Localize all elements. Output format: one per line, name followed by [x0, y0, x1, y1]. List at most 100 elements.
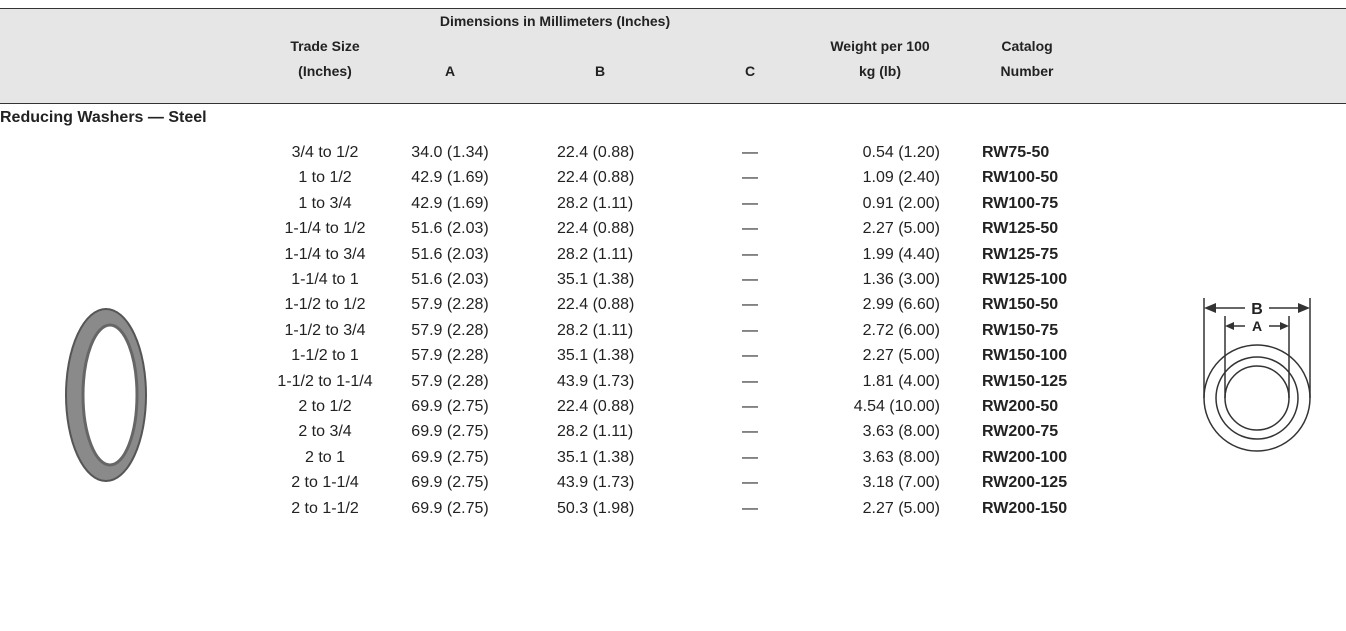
- table-cell: RW200-75: [982, 423, 1059, 441]
- table-cell: 35.1 (1.38): [557, 271, 635, 288]
- table-cell: 22.4 (0.88): [557, 296, 635, 314]
- table-cell: RW100-50: [982, 169, 1059, 187]
- table-cell: 3.63 (8.00): [862, 448, 940, 466]
- washer-diagram: B A: [1203, 298, 1311, 452]
- table-cell: 43.9 (1.73): [557, 372, 635, 390]
- table-cell: —: [742, 296, 758, 314]
- table-cell: —: [742, 499, 758, 517]
- table-cell: RW200-125: [982, 474, 1068, 492]
- header-cell: C: [744, 63, 756, 79]
- header-band: [0, 8, 1346, 104]
- table-cell: 2 to 1: [304, 448, 346, 466]
- table-cell: —: [742, 474, 758, 492]
- table-cell: 3.63 (8.00): [862, 423, 940, 441]
- header-cell: kg (lb): [859, 63, 901, 79]
- table-cell: —: [742, 372, 758, 390]
- table-cell: 22.4 (0.88): [557, 220, 635, 238]
- table-cell: RW150-50: [982, 296, 1059, 314]
- table-cell: —: [742, 321, 758, 339]
- table-cell: 1-1/4 to 3/4: [284, 245, 366, 263]
- table-cell: —: [742, 271, 758, 288]
- table-cell: RW200-100: [982, 448, 1068, 466]
- table-cell: 2 to 1-1/4: [291, 474, 359, 492]
- table-cell: 2 to 3/4: [298, 423, 352, 441]
- table-cell: 1.99 (4.40): [862, 245, 940, 263]
- table-cell: —: [742, 448, 758, 466]
- table-cell: 57.9 (2.28): [411, 347, 489, 365]
- table-cell: 1.81 (4.00): [862, 372, 940, 390]
- table-cell: 51.6 (2.03): [411, 271, 489, 288]
- header-cell: Number: [1000, 63, 1054, 79]
- table-cell: RW100-75: [982, 194, 1059, 212]
- table-cell: RW125-50: [982, 220, 1059, 238]
- header-cell: Trade Size: [290, 38, 360, 54]
- table-cell: —: [742, 423, 758, 441]
- table-cell: 35.1 (1.38): [557, 448, 635, 466]
- table-cell: 22.4 (0.88): [557, 169, 635, 187]
- table-cell: RW125-75: [982, 245, 1059, 263]
- table-cell: 2.27 (5.00): [862, 347, 940, 365]
- table-cell: 69.9 (2.75): [411, 398, 489, 415]
- table-cell: 51.6 (2.03): [411, 220, 489, 238]
- header-cell: (Inches): [298, 63, 352, 79]
- table-cell: —: [742, 144, 758, 161]
- table-cell: 2.27 (5.00): [862, 220, 940, 238]
- table-cell: —: [742, 169, 758, 187]
- table-cell: 28.2 (1.11): [557, 194, 634, 212]
- table-cell: 51.6 (2.03): [411, 245, 489, 263]
- table-cell: RW150-75: [982, 321, 1059, 339]
- header-cell: B: [594, 63, 606, 79]
- section-title: Reducing Washers — Steel: [0, 109, 207, 126]
- table-cell: RW200-150: [982, 499, 1068, 517]
- table-cell: 35.1 (1.38): [557, 347, 635, 365]
- table-cell: 28.2 (1.11): [557, 423, 634, 441]
- table-cell: 2 to 1/2: [298, 398, 352, 415]
- table-cell: 1.36 (3.00): [862, 271, 940, 288]
- header-cell: Dimensions in Millimeters (Inches): [439, 13, 671, 29]
- table-cell: 1-1/2 to 1/2: [284, 296, 366, 314]
- table-cell: 69.9 (2.75): [411, 499, 489, 517]
- table-cell: 34.0 (1.34): [411, 144, 489, 161]
- table-cell: 1-1/2 to 1-1/4: [277, 372, 373, 390]
- table-cell: RW150-100: [982, 347, 1068, 365]
- table-cell: 69.9 (2.75): [411, 423, 489, 441]
- table-cell: —: [742, 347, 758, 365]
- washer-photo: [65, 308, 147, 482]
- diagram-label: A: [1252, 318, 1262, 334]
- table-cell: 3/4 to 1/2: [291, 144, 359, 161]
- table-cell: RW200-50: [982, 398, 1059, 415]
- table-cell: 0.54 (1.20): [862, 144, 940, 161]
- table-cell: 42.9 (1.69): [411, 194, 489, 212]
- header-cell: A: [444, 63, 456, 79]
- table-cell: 1-1/4 to 1/2: [284, 220, 366, 238]
- table-cell: —: [742, 245, 758, 263]
- table-cell: 22.4 (0.88): [557, 144, 635, 161]
- table-cell: 1-1/2 to 1: [291, 347, 359, 365]
- diagram-label: B: [1251, 301, 1263, 318]
- table-cell: 43.9 (1.73): [557, 474, 635, 492]
- table-cell: 57.9 (2.28): [411, 296, 489, 314]
- table-cell: RW75-50: [982, 144, 1050, 161]
- table-cell: 57.9 (2.28): [411, 321, 489, 339]
- table-cell: 2 to 1-1/2: [291, 499, 359, 517]
- table-cell: 2.27 (5.00): [862, 499, 940, 517]
- table-cell: 50.3 (1.98): [557, 499, 635, 517]
- header-cell: Weight per 100: [830, 38, 930, 54]
- table-cell: —: [742, 220, 758, 238]
- table-cell: 69.9 (2.75): [411, 448, 489, 466]
- table-cell: 1.09 (2.40): [862, 169, 940, 187]
- table-cell: 42.9 (1.69): [411, 169, 489, 187]
- table-cell: —: [742, 194, 758, 212]
- table-cell: 2.99 (6.60): [862, 296, 940, 314]
- table-cell: —: [742, 398, 758, 415]
- table-cell: 69.9 (2.75): [411, 474, 489, 492]
- table-cell: 1-1/2 to 3/4: [284, 321, 366, 339]
- table-cell: 1 to 1/2: [298, 169, 352, 187]
- table-cell: 57.9 (2.28): [411, 372, 489, 390]
- header-cell: Catalog: [1001, 38, 1053, 54]
- table-cell: 28.2 (1.11): [557, 321, 634, 339]
- table-cell: 3.18 (7.00): [862, 474, 940, 492]
- table-cell: 1 to 3/4: [298, 194, 352, 212]
- table-cell: 4.54 (10.00): [853, 398, 940, 415]
